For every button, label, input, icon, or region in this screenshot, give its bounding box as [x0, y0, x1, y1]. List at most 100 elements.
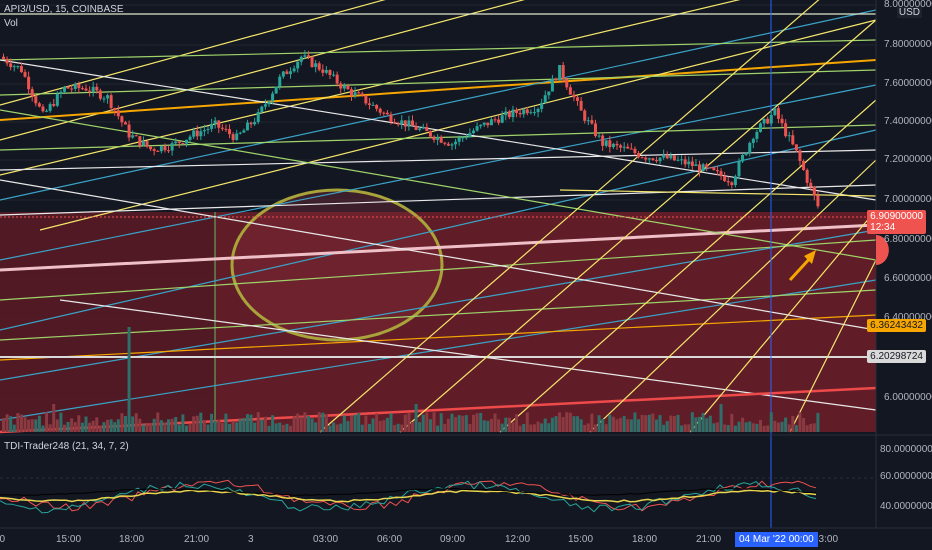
candle-body	[242, 130, 246, 133]
volume-bar	[98, 425, 102, 432]
volume-bar	[127, 327, 131, 432]
candle-body	[23, 72, 27, 77]
candle-body	[601, 135, 605, 146]
volume-bar	[432, 412, 436, 432]
candle-body	[34, 96, 38, 104]
volume-bar	[543, 418, 547, 432]
candle-body	[698, 164, 702, 172]
volume-bar	[113, 422, 117, 432]
candle-body	[213, 120, 217, 124]
highlight-ellipse	[230, 188, 444, 342]
volume-bar	[245, 414, 249, 432]
volume-bar	[52, 404, 56, 432]
volume-bar	[421, 414, 425, 432]
volume-bar	[134, 413, 138, 432]
volume-bar	[138, 418, 142, 432]
right-edge-marker	[876, 235, 889, 265]
volume-bar	[755, 423, 759, 432]
volume-bar	[766, 425, 770, 432]
volume-bar	[213, 420, 217, 432]
volume-bar	[403, 414, 407, 432]
candle-body	[30, 89, 34, 97]
volume-bar	[335, 424, 339, 432]
candle-body	[787, 135, 791, 137]
candle-body	[432, 136, 436, 140]
candle-body	[299, 56, 303, 62]
currency-label[interactable]: USD	[896, 7, 922, 18]
candle-body	[687, 161, 691, 165]
volume-bar	[324, 414, 328, 432]
candle-body	[741, 154, 745, 162]
candle-body	[443, 142, 447, 144]
volume-bar	[55, 419, 59, 432]
price-tick: 6.00000000	[884, 392, 932, 403]
volume-bar	[651, 413, 655, 432]
volume-bar	[228, 424, 232, 432]
volume-bar	[396, 423, 400, 432]
volume-bar	[289, 425, 293, 432]
candle-body	[576, 97, 580, 101]
volume-bar	[184, 425, 188, 432]
candle-body	[690, 161, 694, 167]
volume-bar	[436, 425, 440, 432]
candle-body	[350, 89, 354, 96]
candle-body	[360, 93, 364, 96]
volume-bar	[802, 418, 806, 432]
volume-bar	[690, 412, 694, 432]
volume-bar	[350, 415, 354, 432]
candle-body	[170, 143, 174, 151]
volume-bar	[561, 416, 565, 432]
volume-bar	[106, 419, 110, 432]
volume-bar	[576, 416, 580, 432]
volume-bar	[741, 417, 745, 432]
candle-body	[762, 118, 766, 124]
candle-body	[773, 108, 777, 116]
volume-bar	[170, 418, 174, 432]
volume-bar	[726, 425, 730, 432]
level-b-tag: 6.20298724	[867, 350, 926, 363]
candle-body	[769, 115, 773, 124]
volume-bar	[579, 419, 583, 432]
volume-bar	[518, 425, 522, 432]
candle-body	[647, 158, 651, 160]
volume-bar	[91, 420, 95, 432]
volume-bar	[536, 421, 540, 432]
candle-body	[446, 143, 450, 146]
volume-bar	[41, 425, 45, 432]
volume-bar	[794, 425, 798, 432]
candle-body	[278, 76, 282, 87]
candle-body	[328, 70, 332, 76]
indicator-label[interactable]: TDI-Trader248 (21, 34, 7, 2)	[4, 441, 129, 452]
candle-body	[206, 128, 210, 131]
volume-bar	[547, 423, 551, 432]
candle-body	[615, 143, 619, 146]
candle-body	[608, 140, 612, 148]
candle-body	[590, 120, 594, 124]
candle-body	[195, 130, 199, 137]
candle-body	[407, 120, 411, 127]
candle-body	[55, 93, 59, 106]
candle-body	[755, 131, 759, 139]
volume-bar	[263, 416, 267, 432]
volume-bar	[314, 422, 318, 432]
volume-bar	[109, 419, 113, 432]
candle-body	[210, 123, 214, 129]
candle-body	[16, 66, 20, 68]
candle-body	[784, 123, 788, 137]
candle-body	[62, 86, 66, 92]
candle-body	[378, 108, 382, 113]
volume-bar	[759, 419, 763, 432]
volume-bar	[23, 417, 27, 432]
volume-bar	[378, 420, 382, 432]
volume-bar	[723, 424, 727, 432]
volume-bar	[328, 425, 332, 432]
volume-bar	[486, 420, 490, 432]
volume-bar	[2, 418, 5, 432]
candle-body	[332, 74, 336, 76]
candle-body	[235, 133, 239, 140]
volume-bar	[181, 414, 185, 432]
volume-bar	[235, 422, 239, 432]
volume-bar	[400, 424, 404, 432]
volume-bar	[515, 414, 519, 432]
